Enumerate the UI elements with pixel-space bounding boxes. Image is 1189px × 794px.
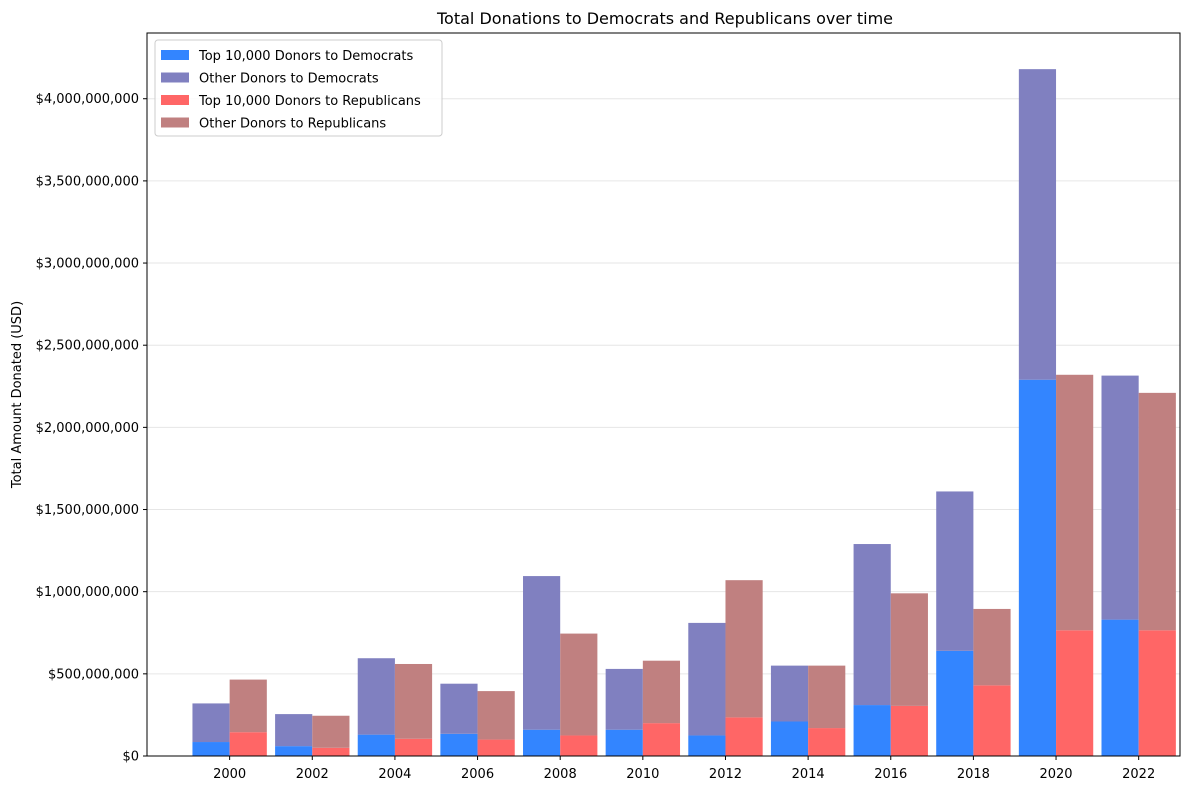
bar-democrats-top10000-2002 <box>275 746 313 756</box>
plot-frame <box>146 32 1181 757</box>
bar-democrats-other-2008 <box>523 576 561 730</box>
bar-democrats-top10000-2010 <box>605 729 643 756</box>
y-tick-label: $500,000,000 <box>48 667 139 682</box>
bar-republicans-top10000-2006 <box>477 739 515 756</box>
x-tick-label: 2014 <box>792 767 825 782</box>
bar-democrats-other-2010 <box>605 668 643 730</box>
bar-republicans-other-2018 <box>973 608 1011 686</box>
bar-republicans-other-2016 <box>890 593 928 706</box>
bar-republicans-top10000-2008 <box>560 735 598 756</box>
bar-republicans-other-2006 <box>477 691 515 740</box>
x-tick-label: 2020 <box>1039 767 1072 782</box>
x-tick-label: 2002 <box>296 767 329 782</box>
bar-democrats-other-2006 <box>440 683 478 734</box>
y-tick-label: $4,000,000,000 <box>36 92 139 107</box>
bar-democrats-other-2000 <box>192 703 230 743</box>
x-tick-label: 2012 <box>709 767 742 782</box>
bar-republicans-other-2002 <box>312 715 350 748</box>
bar-republicans-other-2004 <box>394 663 433 739</box>
bar-democrats-other-2002 <box>275 714 313 747</box>
axes: $0 $500,000,000 $1,000,000,000 $1,500,000,0… <box>36 32 1181 782</box>
x-tick-label: 2008 <box>544 767 577 782</box>
bar-republicans-other-2010 <box>642 660 681 724</box>
bar-democrats-other-2004 <box>357 658 395 735</box>
x-tick-label: 2010 <box>626 767 659 782</box>
bar-republicans-top10000-2002 <box>312 747 350 756</box>
bars <box>192 69 1176 756</box>
bar-republicans-other-2000 <box>229 679 267 733</box>
bar-republicans-top10000-2000 <box>229 732 267 756</box>
y-axis-label: Total Amount Donated (USD) <box>10 301 25 489</box>
bar-democrats-top10000-2004 <box>357 734 395 756</box>
bar-democrats-top10000-2014 <box>770 721 809 756</box>
bar-democrats-top10000-2022 <box>1101 619 1139 756</box>
y-tick-label: $0 <box>122 750 139 765</box>
x-tick-label: 2004 <box>378 767 411 782</box>
bar-republicans-top10000-2004 <box>394 738 433 756</box>
bar-republicans-other-2022 <box>1138 392 1176 631</box>
gridlines <box>147 98 1180 757</box>
bar-democrats-top10000-2018 <box>936 650 974 756</box>
bar-republicans-top10000-2022 <box>1138 630 1176 756</box>
bar-republicans-other-2012 <box>725 580 763 718</box>
legend-label: Other Donors to Republicans <box>199 117 386 132</box>
bar-democrats-top10000-2020 <box>1018 379 1057 756</box>
bar-republicans-top10000-2020 <box>1056 630 1094 756</box>
y-tick-label: $1,000,000,000 <box>36 585 139 600</box>
bar-democrats-other-2020 <box>1018 69 1057 380</box>
bar-republicans-top10000-2010 <box>642 723 681 756</box>
x-tick-label: 2022 <box>1122 767 1155 782</box>
bar-democrats-top10000-2008 <box>523 729 561 756</box>
y-tick-label: $2,000,000,000 <box>36 421 139 436</box>
legend: Top 10,000 Donors to Democrats Other Dono… <box>154 39 443 137</box>
y-tick-label: $3,000,000,000 <box>36 257 139 272</box>
y-tick-label: $3,500,000,000 <box>36 174 139 189</box>
bar-democrats-other-2018 <box>936 491 974 651</box>
x-tick-label: 2018 <box>957 767 990 782</box>
legend-label: Top 10,000 Donors to Republicans <box>198 94 421 109</box>
bar-democrats-other-2012 <box>688 622 726 736</box>
bar-republicans-other-2008 <box>560 633 598 736</box>
legend-label: Other Donors to Democrats <box>199 72 379 87</box>
bar-republicans-top10000-2016 <box>890 705 928 756</box>
bar-democrats-other-2014 <box>770 665 809 722</box>
bar-republicans-top10000-2014 <box>808 728 846 756</box>
bar-republicans-other-2020 <box>1056 374 1094 631</box>
bar-democrats-top10000-2006 <box>440 733 478 756</box>
legend-swatch <box>161 50 189 60</box>
y-tick-label: $2,500,000,000 <box>36 339 139 354</box>
bar-republicans-top10000-2018 <box>973 685 1011 756</box>
x-tick-label: 2000 <box>213 767 246 782</box>
legend-swatch <box>161 117 189 128</box>
chart-title: Total Donations to Democrats and Republi… <box>436 9 893 28</box>
legend-box <box>154 39 443 137</box>
x-tick-label: 2006 <box>461 767 494 782</box>
legend-swatch <box>161 72 189 83</box>
bar-democrats-other-2016 <box>853 544 891 706</box>
legend-swatch <box>161 95 189 105</box>
bar-democrats-top10000-2016 <box>853 705 891 756</box>
bar-democrats-other-2022 <box>1101 375 1139 620</box>
legend-label: Top 10,000 Donors to Democrats <box>198 49 413 64</box>
x-tick-label: 2016 <box>874 767 907 782</box>
bar-democrats-top10000-2012 <box>688 735 726 756</box>
y-tick-label: $1,500,000,000 <box>36 503 139 518</box>
bar-republicans-other-2014 <box>808 665 846 729</box>
bar-democrats-top10000-2000 <box>192 742 230 756</box>
bar-republicans-top10000-2012 <box>725 717 763 756</box>
